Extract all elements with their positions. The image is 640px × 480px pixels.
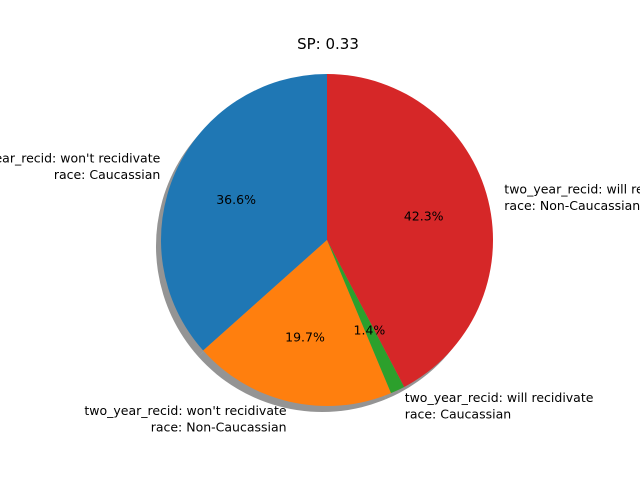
chart-title: SP: 0.33 [297,35,359,53]
pie-slices [160,74,494,406]
pie-slice-4 [327,74,494,387]
pie-percent-label: 36.6% [216,192,256,207]
pie-slice-1 [160,74,327,351]
pie-slice-2 [203,240,392,406]
pie-slice-label: two_year_recid: won't recidivate race: No… [84,403,287,435]
pie-slice-label: two_year_recid: will recidivate race: Cau… [405,390,594,422]
pie-percent-labels: 36.6% 19.7% 1.4% 42.3% [216,192,443,345]
pie-percent-label: 42.3% [404,209,444,224]
pie-percent-label: 19.7% [285,330,325,345]
pie-slice-3 [327,240,405,394]
pie-percent-label: 1.4% [354,323,386,338]
